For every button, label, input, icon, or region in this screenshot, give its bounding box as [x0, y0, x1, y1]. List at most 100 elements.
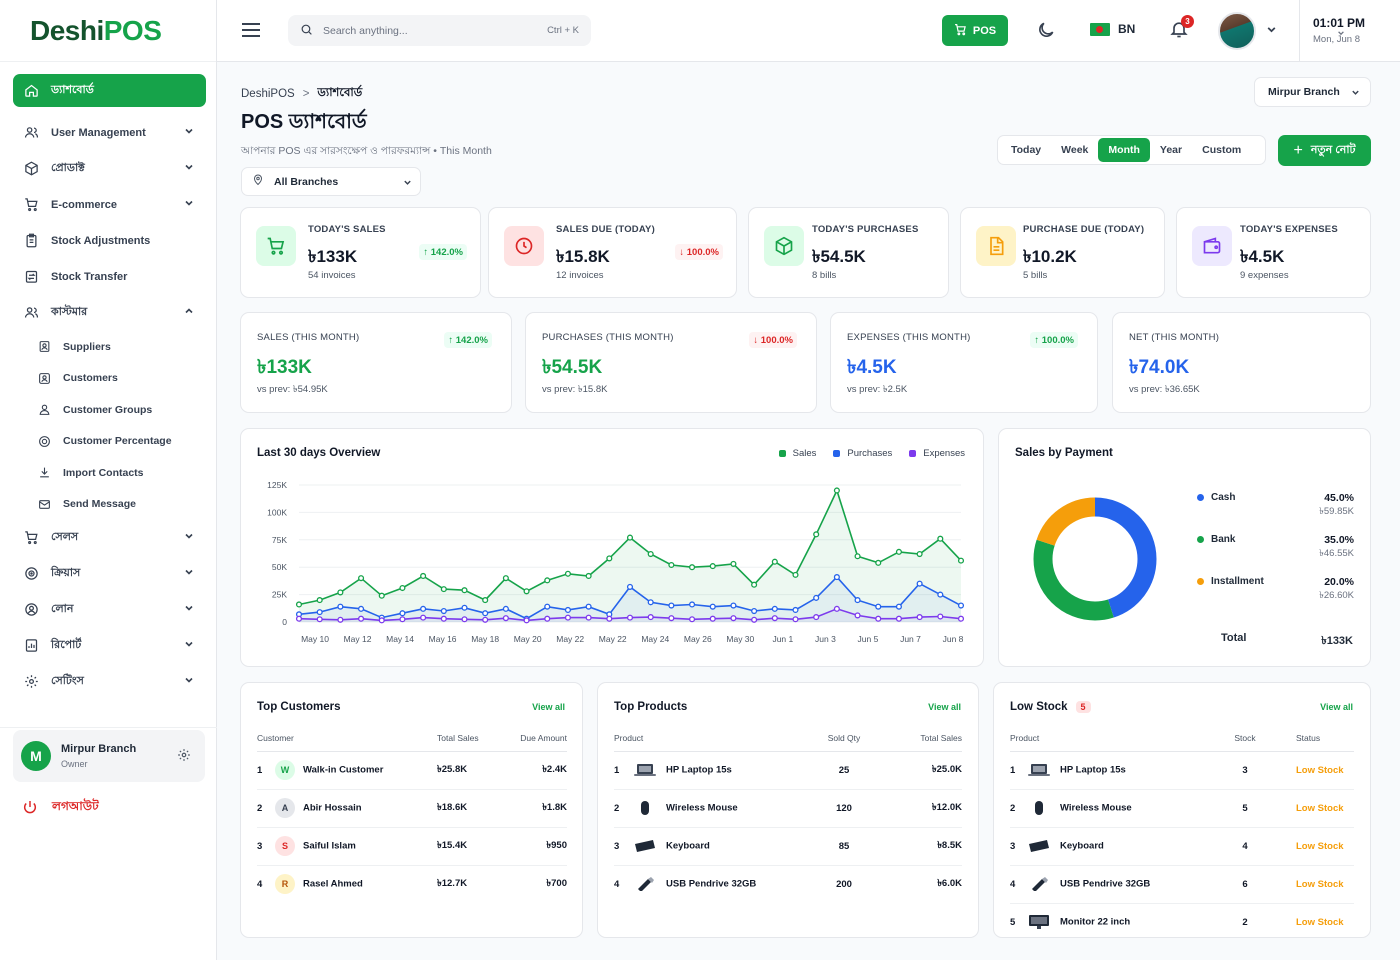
data-point: [916, 580, 923, 587]
search-input[interactable]: [323, 24, 523, 37]
tab-month[interactable]: Month: [1098, 138, 1150, 162]
breadcrumb-root[interactable]: DeshiPOS: [241, 87, 295, 100]
language-switcher[interactable]: BN: [1090, 22, 1135, 36]
sidebar-item-ecommerce[interactable]: E-commerce: [13, 187, 206, 222]
sub-item-import-contacts[interactable]: Import Contacts: [13, 457, 206, 489]
branch-filter-label: All Branches: [274, 175, 339, 188]
legend-item-purchases[interactable]: Purchases: [833, 448, 892, 459]
x-tick-label: May 26: [684, 634, 712, 644]
payment-pct: 45.0%: [1324, 492, 1354, 504]
clock: 01:01 PM Mon, Jun 8: [1299, 0, 1365, 62]
table-row[interactable]: 3 Keyboard 85 ৳8.5K: [614, 827, 962, 866]
stock-count: 5: [1210, 789, 1280, 828]
sidebar-item-settings[interactable]: সেটিংস: [13, 664, 206, 699]
sub-item-suppliers[interactable]: Suppliers: [13, 331, 206, 363]
data-point: [399, 616, 406, 623]
sub-item-customer-groups[interactable]: Customer Groups: [13, 394, 206, 426]
search-bar[interactable]: Ctrl + K: [288, 15, 591, 46]
gear-icon[interactable]: [177, 748, 191, 765]
table-row[interactable]: 1 HP Laptop 15s 3 Low Stock: [1010, 751, 1354, 790]
branch-selector[interactable]: Mirpur Branch: [1254, 77, 1371, 107]
sidebar-item-products[interactable]: প্রোডাক্ট: [13, 151, 206, 186]
x-tick-label: May 30: [726, 634, 754, 644]
table-row[interactable]: 4 USB Pendrive 32GB 200 ৳6.0K: [614, 865, 962, 903]
profile-menu[interactable]: [1218, 12, 1277, 50]
laptop-icon: [634, 764, 656, 776]
location-icon: [252, 174, 264, 189]
sidebar-item-loan[interactable]: লোন: [13, 592, 206, 627]
sidebar-item-reports[interactable]: রিপোর্ট: [13, 628, 206, 663]
sidebar-item-stock-adjustments[interactable]: Stock Adjustments: [13, 223, 206, 258]
chevron-down-icon: [184, 639, 194, 652]
logout-button[interactable]: লগআউট: [22, 798, 99, 818]
sidebar-item-stock-transfer[interactable]: Stock Transfer: [13, 259, 206, 294]
table-row[interactable]: 4 R Rasel Ahmed ৳12.7K ৳700: [257, 865, 567, 903]
clock-time: 01:01 PM: [1313, 16, 1366, 30]
tab-custom[interactable]: Custom: [1202, 144, 1242, 156]
user-card[interactable]: M Mirpur Branch Owner: [13, 730, 205, 782]
tab-today[interactable]: Today: [1011, 144, 1042, 156]
kpi-value: ৳15.8K: [556, 247, 610, 266]
pos-button[interactable]: POS: [942, 15, 1008, 46]
data-point: [564, 570, 571, 577]
sub-item-label: Customer Percentage: [63, 435, 172, 448]
sidebar-item-sales[interactable]: সেলস: [13, 520, 206, 555]
tab-week[interactable]: Week: [1061, 144, 1089, 156]
table-row[interactable]: 2 Wireless Mouse 5 Low Stock: [1010, 789, 1354, 828]
sub-item-customers[interactable]: Customers: [13, 363, 206, 395]
sub-item-label: Customers: [63, 372, 118, 385]
chevron-down-icon: [184, 162, 194, 175]
view-all-link[interactable]: View all: [532, 702, 565, 712]
data-point: [399, 610, 406, 617]
data-point: [937, 613, 944, 620]
sidebar-item-customers[interactable]: কাস্টমার: [13, 295, 206, 330]
kpi-value: ৳133K: [308, 247, 358, 266]
column-header: Total Sales: [437, 725, 507, 752]
table-row[interactable]: 3 Keyboard 4 Low Stock: [1010, 827, 1354, 866]
language-label: BN: [1118, 22, 1136, 36]
data-point: [523, 588, 530, 595]
new-note-button[interactable]: + নতুন নোট: [1278, 135, 1371, 166]
kpi-card-today-expenses: TODAY'S EXPENSES ৳4.5K 9 expenses: [1176, 207, 1371, 298]
table-row[interactable]: 1 W Walk-in Customer ৳25.8K ৳2.4K: [257, 751, 567, 790]
table-row[interactable]: 4 USB Pendrive 32GB 6 Low Stock: [1010, 865, 1354, 904]
sidebar-item-label: লোন: [51, 603, 74, 615]
due-amount: ৳1.8K: [507, 789, 567, 828]
sub-item-label: Customer Groups: [63, 403, 153, 416]
stock-count: 2: [1242, 916, 1248, 928]
table-row[interactable]: 1 HP Laptop 15s 25 ৳25.0K: [614, 751, 962, 790]
logo[interactable]: DeshiPOS: [0, 0, 216, 62]
branch-filter[interactable]: All Branches: [241, 167, 421, 196]
status-badge: Low Stock: [1296, 916, 1344, 928]
table-row[interactable]: 3 S Saiful Islam ৳15.4K ৳950: [257, 827, 567, 866]
notifications-button[interactable]: 3: [1169, 15, 1194, 42]
tab-year[interactable]: Year: [1159, 144, 1183, 156]
chevron-down-icon: [184, 603, 194, 616]
new-note-label: নতুন নোট: [1310, 144, 1356, 156]
chevron-down-icon: [184, 675, 194, 688]
data-point: [751, 616, 758, 623]
sub-item-send-message[interactable]: Send Message: [13, 489, 206, 521]
sidebar-item-dashboard[interactable]: ড্যাশবোর্ড: [13, 74, 206, 107]
total-sales: ৳12.7K: [437, 877, 468, 889]
table-row[interactable]: 2 Wireless Mouse 120 ৳12.0K: [614, 789, 962, 828]
data-point: [358, 615, 365, 622]
view-all-link[interactable]: View all: [1320, 702, 1353, 712]
legend-item-sales[interactable]: Sales: [778, 448, 816, 459]
data-point: [523, 617, 530, 624]
menu-icon[interactable]: [241, 22, 261, 41]
data-point: [482, 610, 489, 617]
period-tabs: Today Week Month Year Custom: [997, 135, 1266, 165]
table-row[interactable]: 5 Monitor 22 inch 2 Low Stock: [1010, 903, 1354, 941]
status-badge: Low Stock: [1280, 865, 1354, 904]
chevron-down-icon[interactable]: [1337, 26, 1345, 40]
legend-item-expenses[interactable]: Expenses: [909, 448, 965, 459]
moon-icon[interactable]: [1036, 20, 1056, 43]
sidebar-item-purchases[interactable]: ক্রিয়াস: [13, 556, 206, 591]
sidebar-item-user-management[interactable]: User Management: [13, 115, 206, 150]
table-row[interactable]: 2 A Abir Hossain ৳18.6K ৳1.8K: [257, 789, 567, 828]
sub-item-customer-percentage[interactable]: Customer Percentage: [13, 426, 206, 458]
view-all-link[interactable]: View all: [928, 702, 961, 712]
stat-card-expenses-month: EXPENSES (THIS MONTH) ৳4.5K vs prev: ৳2.…: [830, 312, 1098, 413]
user-name: Mirpur Branch: [61, 743, 137, 755]
